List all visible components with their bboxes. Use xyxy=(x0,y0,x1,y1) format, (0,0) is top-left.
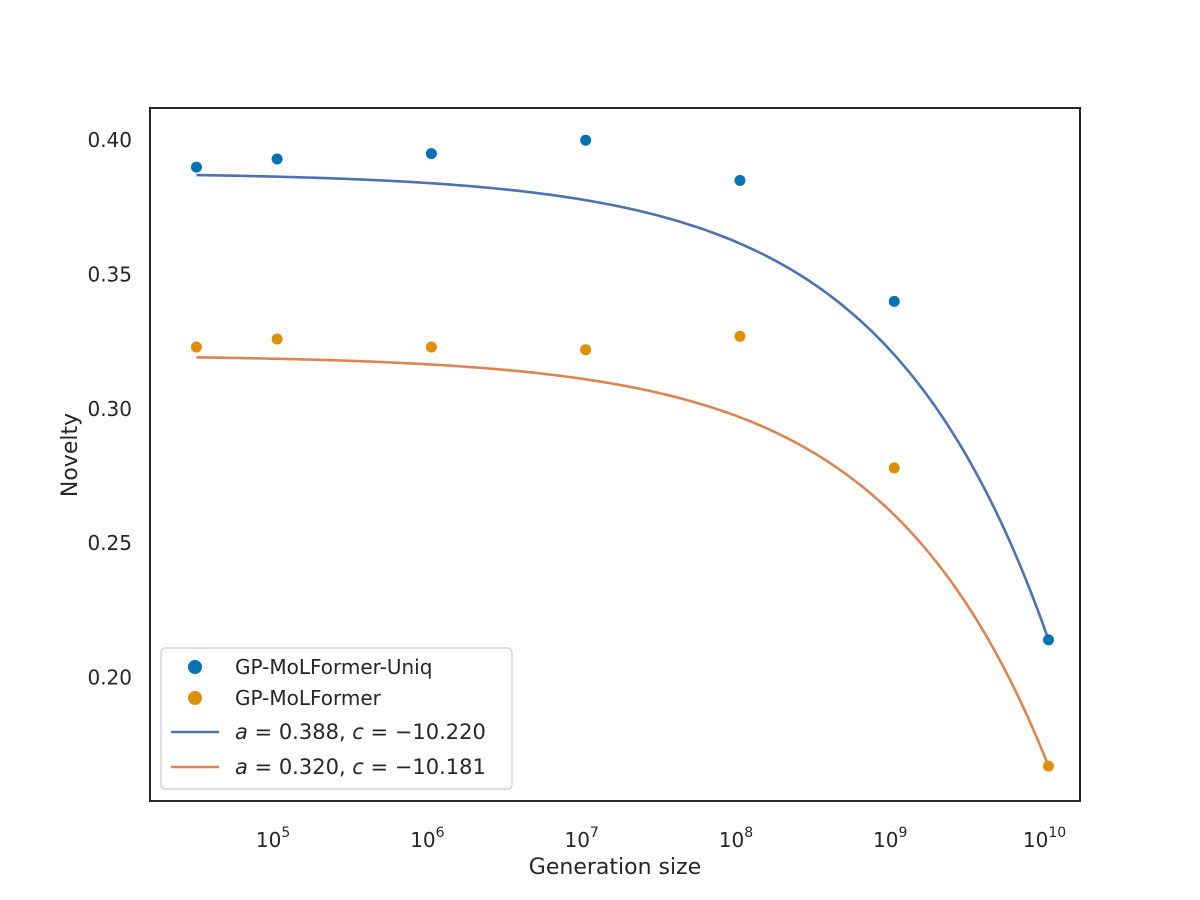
x-tick-label: 108 xyxy=(719,825,753,852)
plot-area xyxy=(190,134,1055,772)
fit-line-1 xyxy=(196,173,1050,641)
scatter-point-series-1 xyxy=(425,148,437,160)
x-axis-label: Generation size xyxy=(529,855,701,880)
x-axis-ticks: 105 106 107 108 109 1010 xyxy=(256,825,1066,852)
y-tick-label: 0.40 xyxy=(87,128,132,152)
legend-label: a = 0.388, c = −10.220 xyxy=(235,720,486,744)
fit-line-2 xyxy=(196,356,1050,767)
y-tick-label: 0.25 xyxy=(87,531,132,555)
scatter-point-series-2 xyxy=(888,462,900,474)
legend: GP-MoLFormer-Uniq GP-MoLFormer a = 0.388, … xyxy=(160,647,513,790)
legend-box xyxy=(160,647,513,790)
legend-marker xyxy=(188,691,202,705)
scatter-point-series-2 xyxy=(1043,760,1055,772)
plot-frame xyxy=(149,107,1081,802)
x-tick-label: 1010 xyxy=(1023,825,1066,852)
scatter-point-series-2 xyxy=(580,344,592,356)
scatter-point-series-1 xyxy=(1043,634,1055,646)
scatter-point-series-1 xyxy=(888,295,900,307)
y-tick-label: 0.35 xyxy=(87,263,132,287)
legend-label: GP-MoLFormer-Uniq xyxy=(235,655,432,679)
scatter-point-series-1 xyxy=(580,134,592,146)
scatter-point-series-2 xyxy=(271,333,283,345)
legend-label: a = 0.320, c = −10.181 xyxy=(235,755,486,779)
legend-marker xyxy=(188,660,202,674)
y-tick-label: 0.30 xyxy=(87,397,132,421)
y-axis-ticks: 0.20 0.25 0.30 0.35 0.40 xyxy=(87,128,132,689)
scatter-point-series-1 xyxy=(271,153,283,165)
x-tick-label: 107 xyxy=(564,825,598,852)
legend-label: GP-MoLFormer xyxy=(235,686,382,710)
scatter-point-series-2 xyxy=(425,341,437,353)
x-tick-label: 105 xyxy=(256,825,290,852)
scatter-point-series-1 xyxy=(190,161,202,173)
x-tick-label: 106 xyxy=(410,825,444,852)
scatter-point-series-2 xyxy=(190,341,202,353)
y-axis-label: Novelty xyxy=(58,413,83,497)
x-tick-label: 109 xyxy=(873,825,907,852)
y-tick-label: 0.20 xyxy=(87,665,132,689)
scatter-point-series-2 xyxy=(734,330,746,342)
scatter-point-series-1 xyxy=(734,175,746,187)
